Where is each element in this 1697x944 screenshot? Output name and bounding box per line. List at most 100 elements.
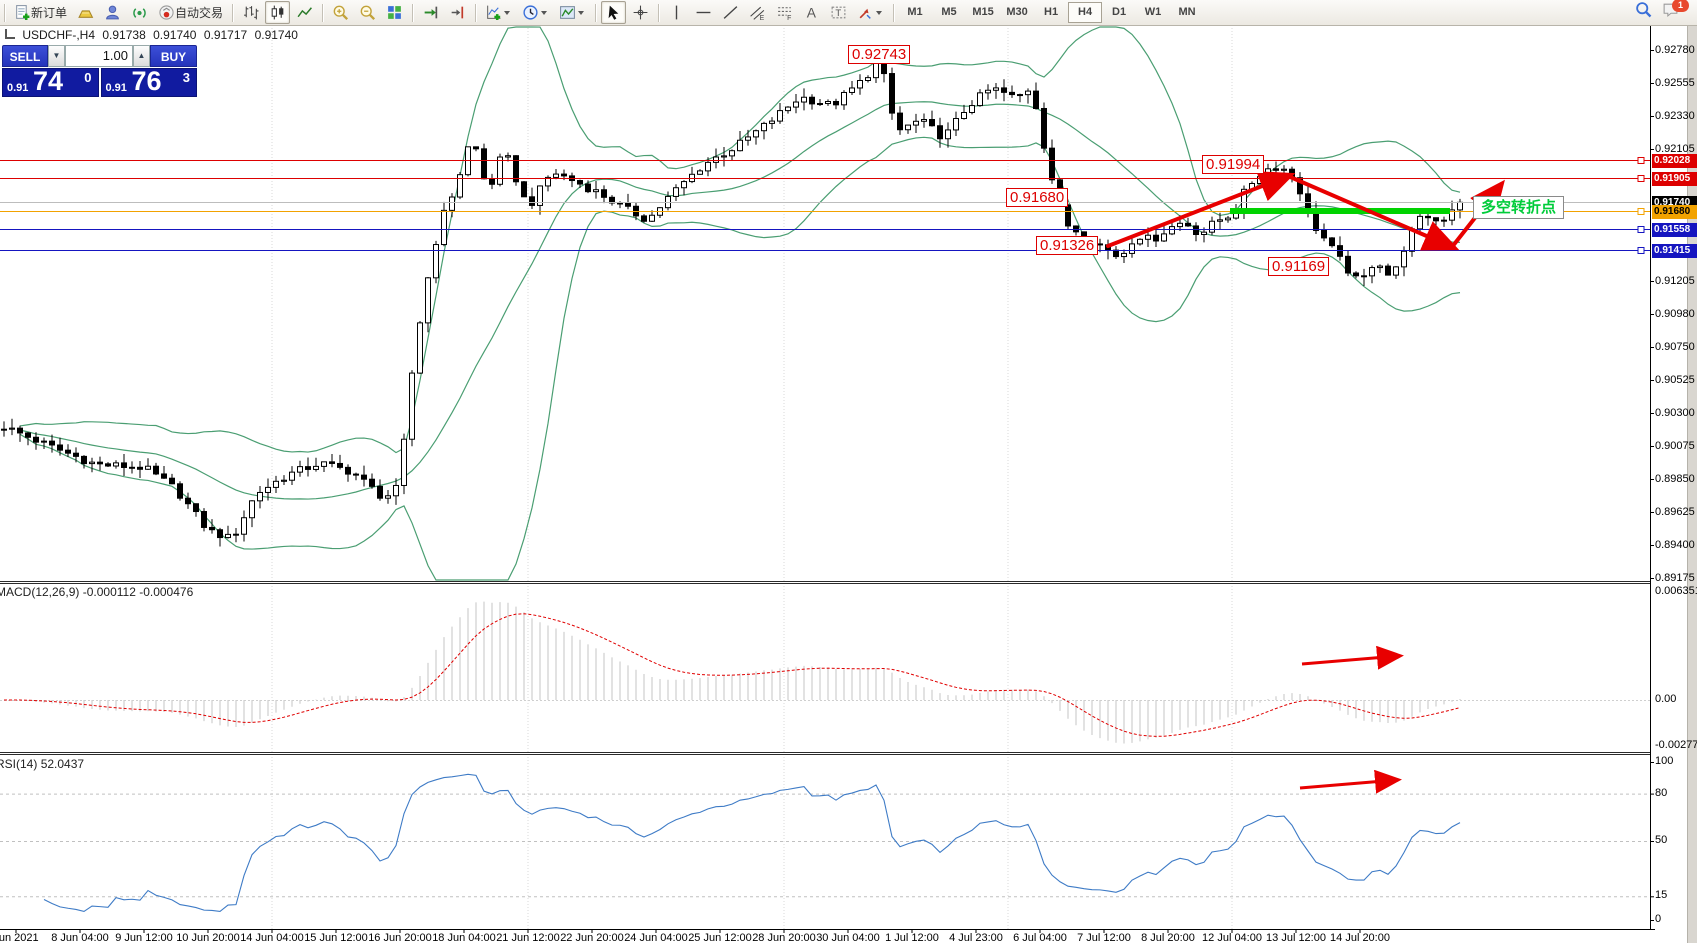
toolbar-separator — [595, 3, 597, 22]
timeframe-h4[interactable]: H4 — [1068, 2, 1103, 23]
buy-price-main: 76 — [131, 66, 162, 96]
price-tick: 0.92105 — [1655, 142, 1695, 155]
timeframe-m5[interactable]: M5 — [941, 6, 957, 18]
ohlc-close: 0.91740 — [254, 28, 298, 42]
bollinger-lower — [19, 136, 1461, 581]
price-tick: 0.90300 — [1655, 406, 1695, 419]
time-label: 7 Jul 12:00 — [1077, 932, 1131, 944]
timeframe-m15[interactable]: M15 — [972, 6, 994, 18]
sell-price-base: 0.91 — [7, 82, 29, 94]
volume-decrease-button[interactable]: ▼ — [48, 45, 65, 67]
trendline-tool[interactable] — [718, 1, 743, 24]
trend-arrow-2 — [1286, 174, 1460, 251]
tile-windows-icon — [386, 4, 403, 21]
new-order-label: 新订单 — [31, 6, 68, 20]
shapes-tool[interactable] — [853, 1, 888, 24]
main-toolbar: 新订单 自动交易 E F A T M1 M5 M15 M30 H1 H4 D1 W1 MN 1 — [0, 0, 1697, 26]
macd-values: -0.000112 -0.000476 — [82, 585, 194, 599]
signals-button[interactable] — [127, 1, 152, 24]
zoom-in-button[interactable] — [328, 1, 353, 24]
buy-price-display[interactable]: 0.91 76 3 — [100, 66, 197, 97]
text-label-icon: T — [830, 4, 847, 21]
svg-text:A: A — [807, 4, 817, 20]
price-annotation-0.91994: 0.91994 — [1202, 155, 1265, 174]
search-icon[interactable] — [1635, 1, 1652, 18]
timeframe-m1[interactable]: M1 — [907, 6, 923, 18]
svg-text:F: F — [787, 15, 791, 21]
toolbar-separator — [4, 3, 5, 22]
trend-arrow-1 — [1106, 171, 1296, 248]
price-tick: 0.90075 — [1655, 439, 1695, 452]
price-tick: 0.92780 — [1655, 43, 1695, 56]
horizontal-line-tool[interactable] — [691, 1, 716, 24]
template-dropdown[interactable] — [578, 10, 585, 15]
price-tick: 0.89175 — [1655, 571, 1695, 584]
crosshair-tool-button[interactable] — [628, 1, 653, 24]
auto-trading-button[interactable]: 自动交易 — [154, 1, 227, 24]
svg-text:T: T — [835, 8, 841, 19]
rsi-label-line: RSI(14) 52.0437 — [0, 757, 84, 771]
new-chart-button[interactable] — [481, 1, 516, 24]
price-tick: 0.90525 — [1655, 373, 1695, 386]
rsi-axis-label: 50 — [1655, 834, 1668, 846]
vertical-scrollbar[interactable] — [1687, 25, 1697, 943]
template-button[interactable] — [555, 1, 590, 24]
line-chart-button[interactable] — [292, 1, 317, 24]
time-label: 24 Jun 04:00 — [624, 932, 688, 944]
volume-increase-button[interactable]: ▲ — [133, 45, 150, 67]
periods-dropdown[interactable] — [541, 10, 548, 15]
timeframe-w1[interactable]: W1 — [1144, 6, 1162, 18]
timeframe-mn[interactable]: MN — [1178, 6, 1196, 18]
sell-button[interactable]: SELL — [2, 45, 48, 67]
price-annotation-0.92743: 0.92743 — [848, 45, 911, 64]
buy-button[interactable]: BUY — [150, 45, 197, 67]
zoom-out-button[interactable] — [355, 1, 380, 24]
market-button[interactable] — [73, 1, 98, 24]
macd-axis-label: 0.00 — [1655, 693, 1677, 705]
template-icon — [559, 4, 576, 21]
vertical-line-tool[interactable] — [664, 1, 689, 24]
trendline-icon — [722, 4, 739, 21]
toolbar-separator — [893, 3, 895, 22]
new-order-icon — [14, 4, 31, 21]
new-chart-dropdown[interactable] — [504, 10, 511, 15]
auto-scroll-button[interactable] — [418, 1, 443, 24]
notification-badge: 1 — [1672, 0, 1689, 12]
chart-window-icon — [5, 29, 15, 39]
accounts-button[interactable] — [100, 1, 125, 24]
chart-shift-button[interactable] — [445, 1, 470, 24]
price-tick: 0.90980 — [1655, 307, 1695, 320]
shapes-dropdown[interactable] — [876, 10, 883, 15]
new-order-button[interactable]: 新订单 — [10, 1, 71, 24]
period-separators — [271, 25, 1233, 929]
line-handle — [1637, 247, 1645, 254]
volume-input[interactable]: 1.00 — [65, 45, 133, 67]
chart-shift-icon — [449, 4, 466, 21]
cursor-tool-button[interactable] — [601, 1, 627, 24]
text-tool[interactable]: A — [799, 1, 824, 24]
buy-price-base: 0.91 — [105, 82, 127, 94]
sell-price-pip: 0 — [84, 70, 92, 85]
timeframe-m30[interactable]: M30 — [1006, 6, 1028, 18]
tile-windows-button[interactable] — [382, 1, 407, 24]
time-label: 16 Jun 20:00 — [368, 932, 432, 944]
price-badge-0.91905: 0.91905 — [1652, 171, 1697, 186]
rsi-value: 52.0437 — [40, 757, 85, 771]
timeframe-d1[interactable]: D1 — [1112, 6, 1127, 18]
sell-price-display[interactable]: 0.91 74 0 — [2, 66, 99, 97]
text-label-tool[interactable]: T — [826, 1, 851, 24]
toolbar-separator — [412, 3, 414, 22]
fibonacci-tool[interactable]: F — [772, 1, 797, 24]
bar-chart-button[interactable] — [238, 1, 263, 24]
price-tick: 0.91205 — [1655, 274, 1695, 287]
toolbar-separator — [658, 3, 660, 22]
time-label: 30 Jun 04:00 — [816, 932, 880, 944]
candlestick-chart-button[interactable] — [265, 1, 291, 24]
periods-button[interactable] — [518, 1, 553, 24]
line-handle — [1637, 208, 1645, 215]
rsi-axis-label: 0 — [1655, 913, 1662, 925]
channel-tool[interactable]: E — [745, 1, 770, 24]
timeframe-h1[interactable]: H1 — [1044, 6, 1059, 18]
